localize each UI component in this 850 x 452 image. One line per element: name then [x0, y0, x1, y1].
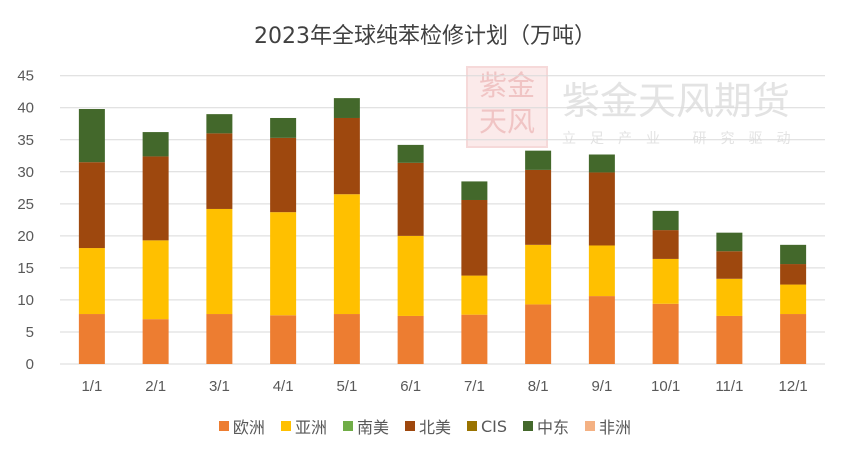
- legend-item: 北美: [404, 414, 451, 438]
- bar-segment-亚洲: [588, 245, 615, 297]
- legend: 欧洲 亚洲 南美 北美 CIS 中东 非洲: [0, 414, 850, 438]
- x-tick-label: 11/1: [715, 378, 743, 395]
- legend-item: 欧洲: [218, 414, 265, 438]
- bar-segment-欧洲: [333, 314, 360, 364]
- x-tick-label: 1/1: [81, 378, 102, 395]
- legend-label: 欧洲: [232, 418, 265, 437]
- bar-segment-中东: [716, 232, 743, 252]
- y-tick-label: 0: [26, 356, 34, 373]
- legend-item: 中东: [523, 414, 569, 438]
- bar-segment-中东: [142, 132, 169, 157]
- bar-segment-亚洲: [461, 275, 488, 315]
- y-tick-label: 25: [17, 196, 34, 213]
- bar-segment-中东: [461, 181, 488, 200]
- chart-title: 2023年全球纯苯检修计划（万吨）: [254, 24, 596, 49]
- bar-segment-北美: [333, 117, 360, 195]
- x-tick-label: 5/1: [336, 378, 357, 395]
- y-tick-label: 40: [17, 100, 34, 117]
- bar-segment-中东: [270, 117, 297, 138]
- x-tick-label: 4/1: [273, 378, 294, 395]
- legend-item: CIS: [466, 414, 508, 438]
- watermark-slogan: 立足产业 研究驱动: [562, 131, 805, 147]
- bar-segment-亚洲: [78, 248, 105, 315]
- legend-swatch: [280, 421, 291, 431]
- legend-swatch: [218, 421, 229, 431]
- bar-segment-北美: [652, 230, 679, 259]
- bar-segment-北美: [461, 199, 488, 276]
- y-tick-label: 10: [17, 292, 34, 309]
- x-tick-label: 10/1: [651, 378, 680, 395]
- bar-segment-亚洲: [142, 240, 169, 320]
- watermark-brand: 紫金天风期货: [562, 79, 791, 123]
- legend-label: 北美: [418, 418, 451, 437]
- x-tick-label: 7/1: [464, 378, 485, 395]
- y-tick-label: 45: [17, 68, 34, 85]
- bar-segment-欧洲: [461, 314, 488, 364]
- legend-label: 非洲: [599, 418, 632, 437]
- bar-segment-北美: [270, 137, 297, 213]
- bar-segment-北美: [780, 264, 807, 285]
- bar-segment-北美: [78, 162, 105, 249]
- legend-label: CIS: [480, 416, 508, 436]
- bar-segment-欧洲: [525, 304, 552, 364]
- bar-segment-欧洲: [142, 319, 169, 364]
- bar-segment-北美: [142, 156, 169, 241]
- bar-segment-中东: [333, 98, 360, 118]
- bar-segment-欧洲: [270, 315, 297, 364]
- bar-segment-亚洲: [716, 278, 743, 316]
- y-tick-label: 20: [17, 228, 34, 245]
- bar-segment-北美: [525, 169, 552, 245]
- bar-segment-北美: [397, 162, 424, 236]
- bar-segment-亚洲: [780, 284, 807, 315]
- y-tick-label: 5: [26, 324, 34, 341]
- legend-item: 南美: [342, 414, 389, 438]
- legend-swatch: [404, 421, 415, 431]
- bar-segment-北美: [588, 172, 615, 246]
- y-tick-label: 30: [17, 164, 34, 181]
- bar-segment-亚洲: [525, 244, 552, 305]
- bar-segment-中东: [780, 244, 807, 265]
- x-tick-label: 2/1: [145, 378, 166, 395]
- bar-segment-中东: [588, 154, 615, 173]
- legend-swatch: [466, 421, 477, 431]
- legend-label: 南美: [356, 418, 389, 437]
- legend-swatch: [585, 421, 596, 431]
- y-tick-label: 35: [17, 132, 34, 149]
- bar-segment-中东: [397, 144, 424, 163]
- bar-segment-欧洲: [716, 315, 743, 364]
- x-tick-label: 12/1: [779, 378, 808, 395]
- bar-segment-北美: [206, 133, 233, 209]
- bar-segment-亚洲: [397, 235, 424, 316]
- bar-segment-中东: [525, 150, 552, 170]
- legend-label: 亚洲: [294, 418, 327, 437]
- watermark-seal: 紫金天风: [466, 66, 548, 148]
- legend-swatch: [523, 421, 534, 431]
- bar-segment-亚洲: [652, 258, 679, 304]
- bar-segment-中东: [78, 109, 105, 163]
- bar-segment-欧洲: [780, 314, 807, 364]
- bar-segment-欧洲: [206, 314, 233, 364]
- bar-segment-欧洲: [78, 314, 105, 364]
- x-tick-label: 8/1: [528, 378, 549, 395]
- bar-segment-亚洲: [333, 194, 360, 315]
- legend-label: 中东: [537, 418, 570, 437]
- legend-item: 亚洲: [280, 414, 327, 438]
- legend-item: 非洲: [585, 414, 631, 438]
- bar-segment-欧洲: [652, 303, 679, 364]
- bar-segment-北美: [716, 251, 743, 279]
- bar-segment-亚洲: [270, 212, 297, 316]
- x-tick-label: 3/1: [209, 378, 230, 395]
- bar-segment-欧洲: [588, 296, 615, 364]
- bar-segment-中东: [206, 114, 233, 134]
- x-tick-label: 6/1: [400, 378, 421, 395]
- x-tick-label: 9/1: [591, 378, 612, 395]
- bar-segment-欧洲: [397, 315, 424, 364]
- bar-segment-亚洲: [206, 208, 233, 315]
- legend-swatch: [342, 421, 353, 431]
- bar-segment-中东: [652, 210, 679, 231]
- y-tick-label: 15: [17, 260, 34, 277]
